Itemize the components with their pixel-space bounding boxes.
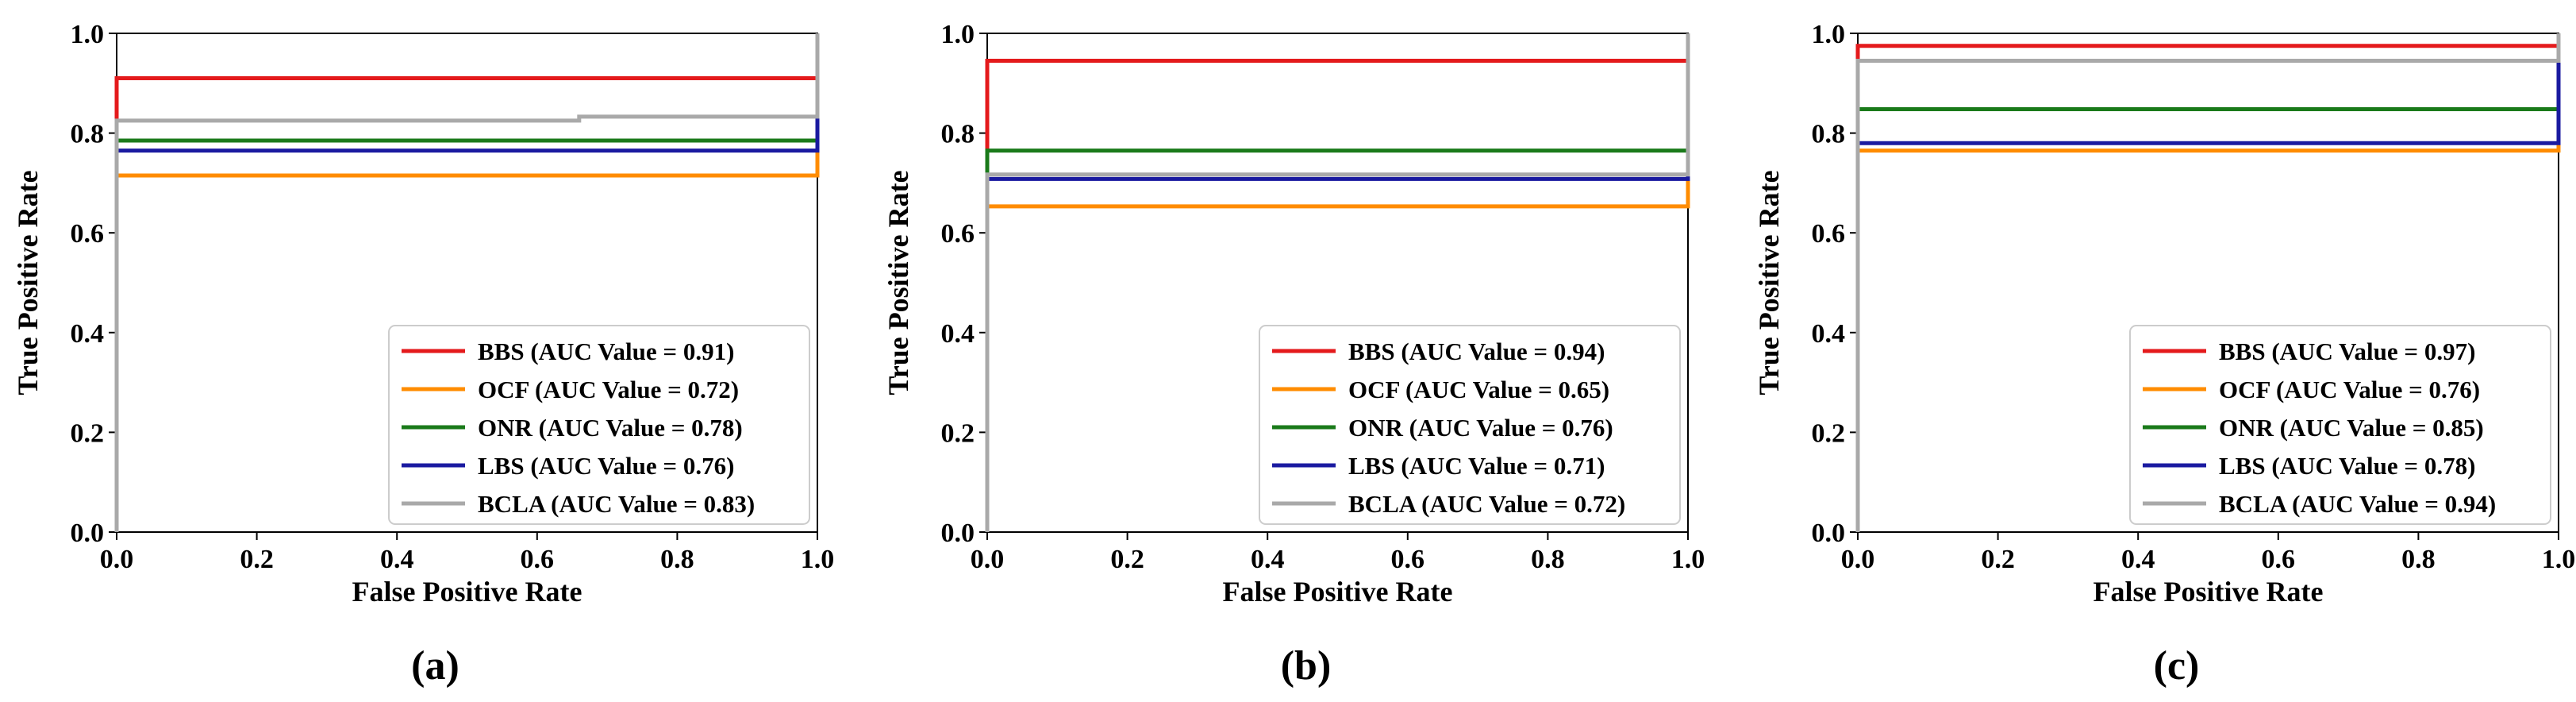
x-tick-label: 0.4	[2121, 545, 2155, 574]
y-tick-label: 0.4	[941, 319, 975, 349]
legend-box	[388, 325, 810, 525]
roc-panel-a: 0.00.0 0.2 0.2 0.4 0.4 0.6 0.6 0.8 0.8 1.0 1.0 Fals…	[12, 20, 834, 688]
legend-label-bbs: BBS (AUC Value = 0.97)	[2219, 338, 2475, 365]
x-tick-label: 0.4	[1251, 545, 1285, 574]
panel-label: (c)	[2154, 643, 2200, 688]
legend-label-onr: ONR (AUC Value = 0.85)	[2219, 414, 2484, 442]
y-tick-label: 0.2	[941, 418, 975, 448]
legend: BBS (AUC Value = 0.94) OCF (AUC Value = 0…	[1259, 325, 1681, 525]
y-tick-label: 1.0	[941, 20, 975, 49]
y-tick-label: 0.4	[1812, 319, 1846, 349]
y-tick-label: 0.0	[1812, 519, 1846, 548]
legend-label-bcla: BCLA (AUC Value = 0.72)	[1348, 490, 1625, 518]
y-tick-label: 0.6	[941, 219, 975, 249]
x-tick-label: 1.0	[801, 545, 835, 574]
x-tick-label: 0.8	[1531, 545, 1565, 574]
x-tick-label: 1.0	[1671, 545, 1705, 574]
x-tick-label: 0.6	[521, 545, 555, 574]
x-tick-label: 0.4	[380, 545, 414, 574]
x-tick-label: 1.0	[2542, 545, 2576, 574]
y-axis-label: True Positive Rate	[882, 170, 914, 395]
x-tick-label: 0.0	[1841, 545, 1875, 574]
x-tick-label: 0.2	[1981, 545, 2015, 574]
legend-label-bbs: BBS (AUC Value = 0.91)	[478, 338, 734, 365]
x-axis-label: False Positive Rate	[1223, 576, 1453, 608]
legend-label-lbs: LBS (AUC Value = 0.78)	[2219, 452, 2475, 480]
y-tick-label: 0.8	[71, 120, 105, 149]
y-tick-label: 0.2	[71, 418, 105, 448]
legend-label-ocf: OCF (AUC Value = 0.72)	[478, 376, 739, 403]
x-tick-label: 0.0	[971, 545, 1005, 574]
legend: BBS (AUC Value = 0.97) OCF (AUC Value = 0…	[2129, 325, 2551, 525]
x-tick-label: 0.8	[2401, 545, 2436, 574]
x-tick-label: 0.2	[1110, 545, 1144, 574]
x-tick-label: 0.0	[100, 545, 134, 574]
legend-label-lbs: LBS (AUC Value = 0.71)	[1348, 452, 1605, 480]
x-tick-label: 0.8	[660, 545, 694, 574]
y-tick-label: 1.0	[1812, 20, 1846, 49]
y-axis-label: True Positive Rate	[12, 170, 44, 395]
legend-label-ocf: OCF (AUC Value = 0.65)	[1348, 376, 1609, 403]
legend-label-onr: ONR (AUC Value = 0.76)	[1348, 414, 1613, 442]
legend-box	[2129, 325, 2551, 525]
panel-label: (b)	[1281, 643, 1332, 688]
y-tick-label: 0.4	[71, 319, 105, 349]
y-tick-label: 0.0	[71, 519, 105, 548]
legend-label-bbs: BBS (AUC Value = 0.94)	[1348, 338, 1605, 365]
y-tick-label: 0.2	[1812, 418, 1846, 448]
x-tick-label: 0.6	[2262, 545, 2296, 574]
x-tick-label: 0.6	[1391, 545, 1425, 574]
y-tick-label: 0.6	[1812, 219, 1846, 249]
roc-panel-b: 0.00.0 0.2 0.2 0.4 0.4 0.6 0.6 0.8 0.8 1.0 1.0 Fals…	[882, 20, 1705, 688]
series-line-bcla	[1855, 33, 2561, 532]
y-tick-label: 0.8	[1812, 120, 1846, 149]
legend-label-bcla: BCLA (AUC Value = 0.94)	[2219, 490, 2496, 518]
legend-label-bcla: BCLA (AUC Value = 0.83)	[478, 490, 755, 518]
x-axis-label: False Positive Rate	[2093, 576, 2324, 608]
series-line-bcla	[985, 33, 1690, 532]
y-tick-label: 0.0	[941, 519, 975, 548]
x-axis-label: False Positive Rate	[352, 576, 582, 608]
panel-label: (a)	[411, 643, 459, 688]
roc-panel-c: 0.00.0 0.2 0.2 0.4 0.4 0.6 0.6 0.8 0.8 1.0 1.0 Fals…	[1753, 20, 2575, 688]
x-tick-label: 0.2	[240, 545, 274, 574]
y-tick-label: 0.8	[941, 120, 975, 149]
legend-label-ocf: OCF (AUC Value = 0.76)	[2219, 376, 2480, 403]
legend: BBS (AUC Value = 0.91) OCF (AUC Value = 0…	[388, 325, 810, 525]
legend-label-lbs: LBS (AUC Value = 0.76)	[478, 452, 734, 480]
series-line-bcla	[114, 33, 820, 532]
legend-box	[1259, 325, 1681, 525]
y-tick-label: 1.0	[71, 20, 105, 49]
y-tick-label: 0.6	[71, 219, 105, 249]
legend-label-onr: ONR (AUC Value = 0.78)	[478, 414, 743, 442]
y-axis-label: True Positive Rate	[1753, 170, 1785, 395]
